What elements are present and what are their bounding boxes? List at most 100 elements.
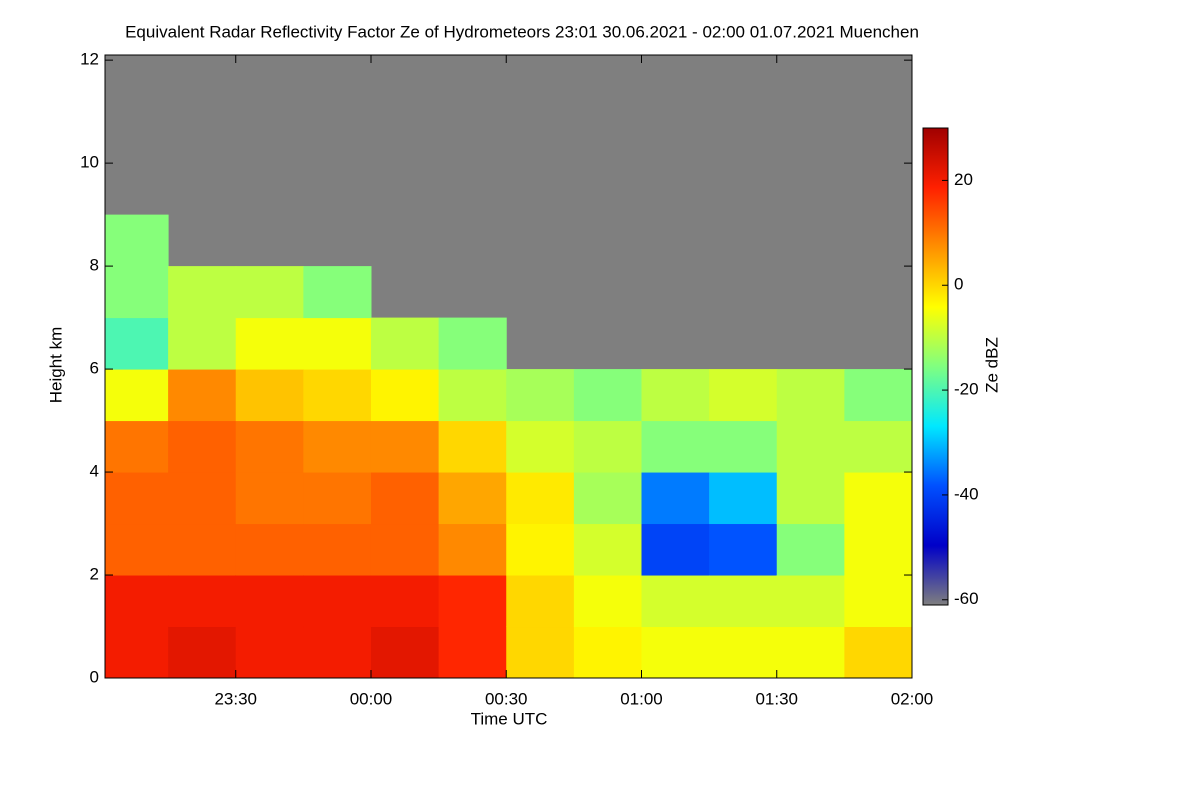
heatmap-cell	[438, 317, 507, 370]
colorbar-tick-label: 0	[954, 275, 963, 294]
heatmap-cell	[573, 420, 642, 473]
heatmap-cell	[303, 369, 372, 422]
heatmap-cell	[105, 420, 169, 473]
heatmap-cell	[776, 626, 845, 679]
heatmap-cell	[235, 626, 304, 679]
heatmap-cell	[235, 523, 304, 576]
heatmap-cell	[105, 472, 169, 525]
y-tick-label: 12	[80, 50, 99, 69]
heatmap-cell	[105, 317, 169, 370]
heatmap-cell	[370, 472, 440, 525]
heatmap-cell	[573, 369, 642, 422]
heatmap-cell	[573, 523, 642, 576]
heatmap-cell	[370, 523, 440, 576]
heatmap-cell	[168, 266, 237, 319]
heatmap-cell	[438, 472, 507, 525]
heatmap-cell	[105, 523, 169, 576]
heatmap-cell	[105, 369, 169, 422]
y-tick-label: 8	[90, 256, 99, 275]
heatmap-cell	[844, 420, 913, 473]
y-tick-label: 2	[90, 565, 99, 584]
heatmap-cell	[105, 626, 169, 679]
heatmap-cell	[438, 420, 507, 473]
heatmap-cell	[844, 369, 913, 422]
heatmap-cell	[641, 626, 710, 679]
heatmap-cell	[844, 626, 913, 679]
heatmap-cell	[844, 575, 913, 628]
heatmap-cell	[709, 472, 778, 525]
heatmap-cell	[506, 472, 575, 525]
heatmap-cell	[506, 575, 575, 628]
heatmap-cell	[641, 575, 710, 628]
heatmap-cell	[844, 523, 913, 576]
colorbar-tick-label: -60	[954, 589, 979, 608]
y-tick-label: 10	[80, 153, 99, 172]
x-axis-label: Time UTC	[471, 709, 548, 728]
heatmap-cell	[370, 369, 440, 422]
heatmap-cell	[641, 472, 710, 525]
heatmap-cell	[303, 266, 372, 319]
heatmap-cell	[776, 575, 845, 628]
heatmap-cell	[506, 626, 575, 679]
heatmap-cell	[438, 626, 507, 679]
heatmap-cell	[168, 523, 237, 576]
heatmap-cell	[105, 214, 169, 267]
heatmap-cell	[303, 472, 372, 525]
heatmap-cell	[235, 472, 304, 525]
heatmap-cell	[235, 369, 304, 422]
heatmap-cell	[168, 575, 237, 628]
heatmap-cell	[709, 575, 778, 628]
heatmap-cell	[370, 626, 440, 679]
heatmap-cell	[573, 626, 642, 679]
heatmap-cell	[168, 369, 237, 422]
heatmap-cell	[370, 317, 440, 370]
heatmap-cell	[709, 626, 778, 679]
colorbar-tick-label: 20	[954, 170, 973, 189]
heatmap-cell	[641, 523, 710, 576]
heatmap-cell	[235, 317, 304, 370]
heatmap-cell	[303, 626, 372, 679]
y-tick-label: 6	[90, 359, 99, 378]
heatmap-cell	[506, 420, 575, 473]
heatmap-cell	[776, 369, 845, 422]
x-tick-label: 23:30	[214, 689, 257, 708]
heatmap-cell	[370, 420, 440, 473]
heatmap-cell	[506, 523, 575, 576]
colorbar	[922, 127, 949, 606]
y-axis-label: Height km	[46, 327, 65, 404]
y-tick-label: 0	[90, 667, 99, 686]
heatmap-cell	[573, 472, 642, 525]
heatmap-cell	[168, 626, 237, 679]
heatmap-cell	[438, 523, 507, 576]
heatmap-cell	[776, 472, 845, 525]
heatmap-cell	[641, 420, 710, 473]
heatmap-cell	[105, 266, 169, 319]
heatmap-cell	[370, 575, 440, 628]
chart-title: Equivalent Radar Reflectivity Factor Ze …	[125, 22, 919, 41]
heatmap-cell	[235, 420, 304, 473]
heatmap-cell	[168, 317, 237, 370]
colorbar-tick-label: -40	[954, 484, 979, 503]
x-tick-label: 02:00	[891, 689, 934, 708]
heatmap-cell	[303, 523, 372, 576]
colorbar-tick-label: -20	[954, 380, 979, 399]
heatmap-cell	[641, 369, 710, 422]
heatmap-cell	[506, 369, 575, 422]
heatmap-cell	[235, 575, 304, 628]
heatmap-cell	[168, 420, 237, 473]
colorbar-label: Ze dBZ	[982, 337, 1001, 393]
heatmap-cell	[844, 472, 913, 525]
heatmap-cell	[235, 266, 304, 319]
heatmap-cell	[105, 575, 169, 628]
plot-frame	[104, 54, 913, 679]
x-tick-label: 00:00	[350, 689, 393, 708]
y-tick-label: 4	[90, 462, 99, 481]
heatmap-cell	[438, 575, 507, 628]
heatmap-cell	[303, 317, 372, 370]
heatmap-cell	[709, 420, 778, 473]
heatmap-cell	[573, 575, 642, 628]
heatmap-cell	[303, 575, 372, 628]
x-tick-label: 01:30	[755, 689, 798, 708]
heatmap-cell	[709, 369, 778, 422]
